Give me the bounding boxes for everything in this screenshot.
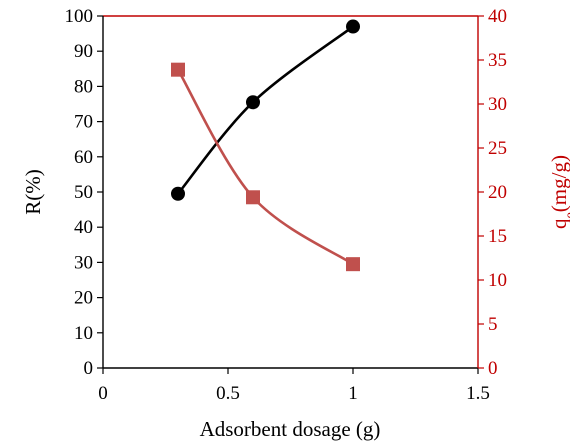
x-tick-label-3: 1.5 bbox=[466, 383, 490, 404]
x-axis-title: Adsorbent dosage (g) bbox=[200, 417, 381, 441]
left-y-axis-title: R(%) bbox=[21, 169, 45, 215]
right-y-tick-label-6: 30 bbox=[488, 94, 507, 115]
left-y-tick-label-8: 80 bbox=[74, 76, 93, 97]
right-y-tick-label-0: 0 bbox=[488, 358, 498, 379]
left-y-tick-label-3: 30 bbox=[74, 252, 93, 273]
right-y-tick-label-8: 40 bbox=[488, 6, 507, 27]
series-1-point-1 bbox=[246, 190, 260, 205]
series-1-line bbox=[176, 69, 354, 266]
series-0-line bbox=[176, 25, 354, 195]
left-y-tick-label-7: 70 bbox=[74, 112, 93, 133]
series-0-point-0 bbox=[171, 186, 185, 201]
right-y-tick-label-5: 25 bbox=[488, 138, 507, 159]
x-tick-label-2: 1 bbox=[348, 383, 358, 404]
right-y-tick-label-2: 10 bbox=[488, 270, 507, 291]
left-y-tick-label-9: 90 bbox=[74, 41, 93, 62]
left-y-tick-label-0: 0 bbox=[84, 358, 94, 379]
right-y-tick-label-1: 5 bbox=[488, 314, 498, 335]
x-tick-label-1: 0.5 bbox=[216, 383, 240, 404]
right-y-tick-label-7: 35 bbox=[488, 50, 507, 71]
right-y-tick-label-4: 20 bbox=[488, 182, 507, 203]
left-y-tick-label-2: 20 bbox=[74, 288, 93, 309]
right-y-axis-title-rest: (mg/g) bbox=[547, 155, 570, 212]
series-0-point-1 bbox=[246, 95, 260, 110]
right-y-tick-label-3: 15 bbox=[488, 226, 507, 247]
left-y-tick-label-1: 10 bbox=[74, 323, 93, 344]
left-y-tick-label-6: 60 bbox=[74, 147, 93, 168]
series-1-point-0 bbox=[171, 62, 185, 77]
x-tick-label-0: 0 bbox=[98, 383, 108, 404]
left-y-tick-label-10: 100 bbox=[65, 6, 94, 27]
right-y-axis-title-sub: e bbox=[563, 212, 570, 218]
right-y-axis-title: qe(mg/g) bbox=[547, 155, 570, 229]
plot-area: 0 0.5 1 1.5 0 10 20 30 40 50 60 70 80 90 100 0 5 10 15 20 25… bbox=[65, 6, 508, 404]
right-y-axis-title-base: q bbox=[547, 218, 570, 229]
series-1-point-2 bbox=[346, 257, 360, 272]
left-y-tick-label-5: 50 bbox=[74, 182, 93, 203]
series-0-point-2 bbox=[346, 19, 360, 34]
left-y-tick-label-4: 40 bbox=[74, 217, 93, 238]
